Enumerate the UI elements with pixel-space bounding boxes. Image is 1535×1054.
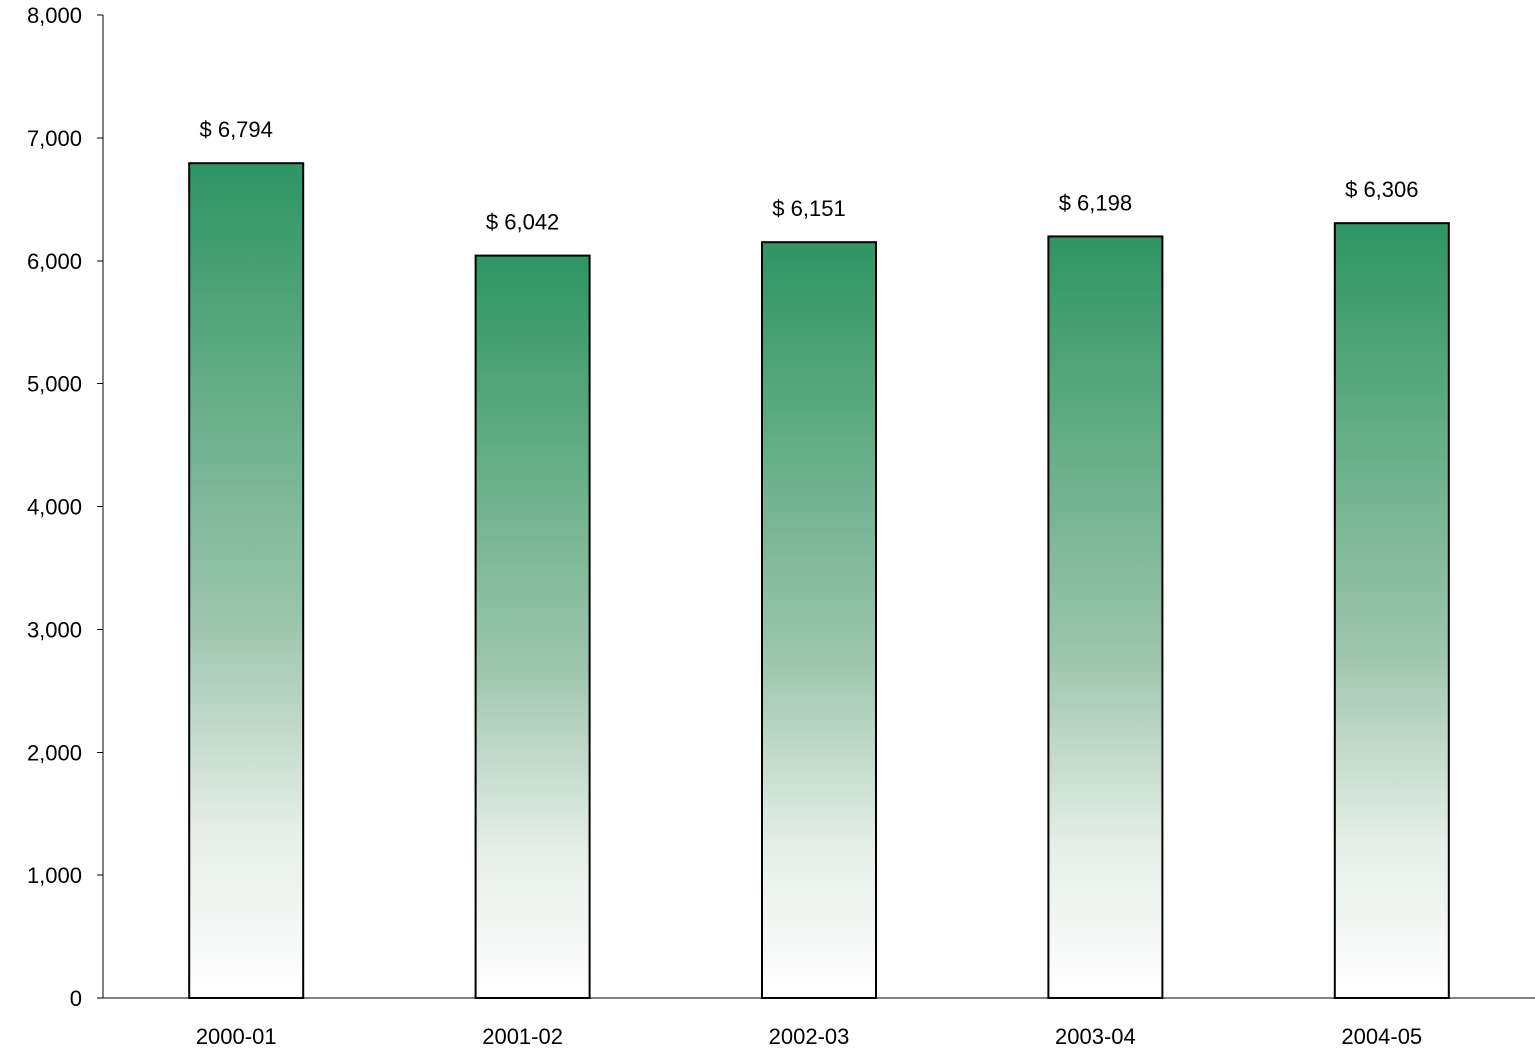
y-tick-label: 4,000 [27, 495, 82, 520]
bars [188, 162, 1450, 1000]
bar-2000-01 [188, 162, 305, 999]
x-tick-label: 2000-01 [196, 1024, 277, 1049]
data-label-2004-05: $ 6,306 [1345, 177, 1418, 202]
x-tick-label: 2001-02 [482, 1024, 563, 1049]
y-tick-label: 7,000 [27, 126, 82, 151]
data-label-2003-04: $ 6,198 [1059, 190, 1132, 215]
x-tick-label: 2004-05 [1341, 1024, 1422, 1049]
bar-2003-04 [1047, 235, 1164, 999]
x-tick-label: 2002-03 [769, 1024, 850, 1049]
y-tick-label: 8,000 [27, 3, 82, 28]
bar-2004-05 [1333, 222, 1450, 999]
bar-2001-02 [474, 254, 591, 1000]
data-labels: $ 6,794 $ 6,042 $ 6,151 $ 6,198 $ 6,306 [199, 117, 1418, 234]
x-axis: 2000-01 2001-02 2002-03 2003-04 2004-05 [103, 997, 1535, 1049]
y-tick-label: 3,000 [27, 617, 82, 642]
y-tick-label: 0 [70, 986, 82, 1011]
x-tick-label: 2003-04 [1055, 1024, 1136, 1049]
data-label-2002-03: $ 6,151 [772, 196, 845, 221]
y-tick-label: 2,000 [27, 740, 82, 765]
y-tick-label: 5,000 [27, 372, 82, 397]
bar-2002-03 [761, 241, 877, 1000]
data-label-2001-02: $ 6,042 [486, 210, 559, 235]
y-tick-label: 6,000 [27, 249, 82, 274]
data-label-2000-01: $ 6,794 [199, 117, 272, 142]
y-axis: 0 1,000 2,000 3,000 4,000 5,000 6,000 7,000 8,00… [27, 3, 104, 1011]
y-tick-label: 1,000 [27, 863, 82, 888]
